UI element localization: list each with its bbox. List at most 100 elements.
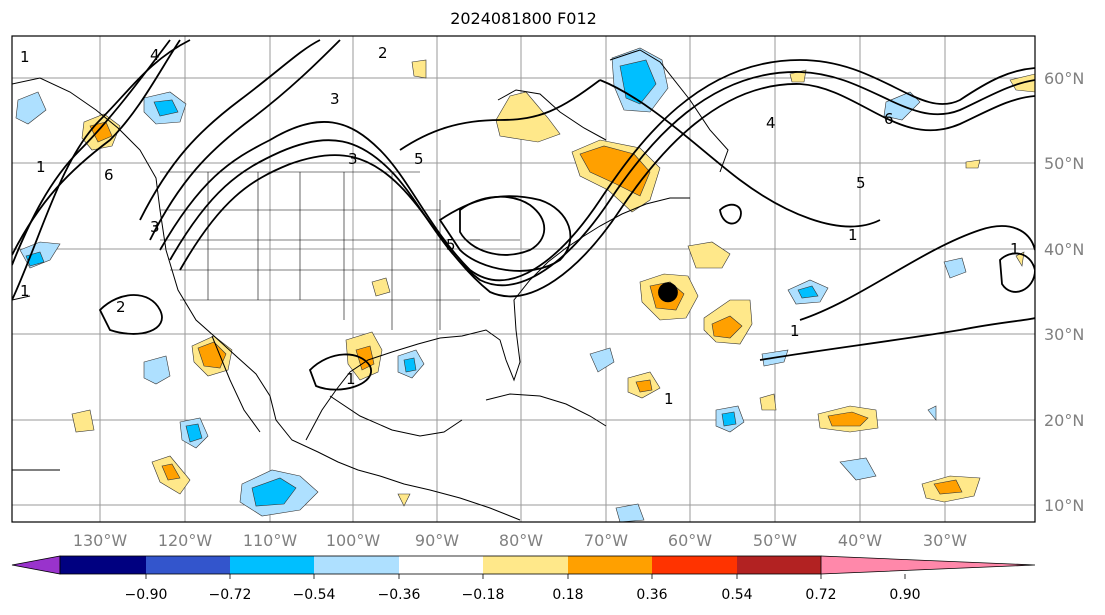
colorbar-bin — [146, 556, 230, 574]
positive-anomaly — [411, 59, 427, 79]
map-title: 2024081800 F012 — [450, 9, 597, 28]
latitude-label: 50°N — [1044, 154, 1084, 173]
colorbar-bin — [230, 556, 314, 574]
latitude-label: 60°N — [1044, 69, 1084, 88]
colorbar-extend-low — [11, 555, 61, 575]
contour-label: 1 — [20, 282, 30, 300]
coastlines — [12, 49, 729, 521]
contour-label: 3 — [330, 90, 340, 108]
contour-labels: 1 1 1 1 1 1 1 1 2 2 3 3 3 4 4 5 5 5 6 6 — [20, 44, 1020, 408]
contour-label: 4 — [766, 114, 776, 132]
contour-line — [759, 317, 1035, 361]
positive-anomaly — [71, 409, 95, 433]
colorbar-tick: 0.36 — [636, 587, 667, 603]
contour-label: 3 — [348, 150, 358, 168]
longitude-label: 50°W — [753, 531, 797, 550]
contour-label: 1 — [790, 322, 800, 340]
negative-anomaly — [615, 503, 645, 522]
contour-label: 1 — [1010, 240, 1020, 258]
positive-anomaly — [965, 159, 981, 169]
longitude-label: 70°W — [584, 531, 628, 550]
contour-line — [12, 39, 191, 301]
contour-line — [999, 252, 1035, 293]
contour-line — [799, 225, 1035, 321]
contour-label: 5 — [446, 236, 456, 254]
contour-label: 1 — [664, 390, 674, 408]
colorbar-tick: 0.72 — [805, 587, 836, 603]
colorbar-tick: −0.18 — [462, 587, 505, 603]
positive-anomaly — [397, 493, 411, 507]
longitude-label: 60°W — [668, 531, 712, 550]
contour-label: 6 — [884, 110, 894, 128]
longitude-label: 120°W — [158, 531, 213, 550]
contour-line — [149, 39, 341, 241]
positive-anomaly — [579, 145, 651, 197]
colorbar-bin — [314, 556, 399, 574]
colorbar-bin — [568, 556, 652, 574]
contour-label: 1 — [848, 226, 858, 244]
latitude-label: 30°N — [1044, 325, 1084, 344]
political-boundaries — [160, 171, 520, 330]
contour-line — [159, 59, 1035, 282]
colorbar-tick: −0.72 — [209, 587, 252, 603]
contour-line — [139, 39, 321, 221]
positive-anomaly — [711, 315, 743, 339]
contour-label: 3 — [150, 218, 160, 236]
colorbar: −0.90 −0.72 −0.54 −0.36 −0.18 0.18 0.36 … — [11, 555, 1036, 603]
positive-anomaly — [933, 479, 963, 495]
negative-anomaly — [153, 99, 179, 117]
colorbar-tick: 0.18 — [552, 587, 583, 603]
negative-anomaly — [839, 457, 877, 481]
colorbar-bin — [483, 556, 568, 574]
contour-line — [12, 39, 181, 256]
longitude-label: 130°W — [73, 531, 128, 550]
positive-anomaly — [371, 277, 391, 297]
negative-anomaly — [943, 257, 967, 279]
positive-anomaly — [687, 241, 731, 269]
contour-label: 2 — [116, 298, 126, 316]
contour-label: 1 — [20, 48, 30, 66]
longitude-axis: 130°W 120°W 110°W 100°W 90°W 80°W 70°W 6… — [73, 531, 967, 550]
latitude-label: 40°N — [1044, 240, 1084, 259]
colorbar-tick: −0.90 — [125, 587, 168, 603]
longitude-label: 40°W — [838, 531, 882, 550]
colorbar-bin — [737, 556, 821, 574]
negative-anomaly — [403, 357, 417, 373]
negative-anomaly — [797, 285, 819, 299]
negative-anomaly — [185, 423, 203, 443]
contour-label: 6 — [104, 166, 114, 184]
negative-anomaly — [927, 405, 937, 421]
negative-anomaly — [143, 355, 171, 385]
contour-label: 4 — [150, 46, 160, 64]
contour-label: 5 — [414, 150, 424, 168]
colorbar-bin — [652, 556, 737, 574]
colorbar-tick: −0.36 — [378, 587, 421, 603]
negative-anomaly — [251, 477, 297, 507]
colorbar-tick: 0.90 — [889, 587, 920, 603]
latitude-axis: 60°N 50°N 40°N 30°N 20°N 10°N — [1044, 69, 1084, 515]
colorbar-extend-high — [821, 556, 1035, 574]
positive-anomaly — [635, 379, 653, 393]
contour-line — [399, 79, 601, 151]
longitude-label: 100°W — [326, 531, 381, 550]
contour-line — [179, 83, 1035, 298]
positive-anomaly — [161, 463, 181, 481]
positive-anomaly — [197, 341, 227, 369]
longitude-label: 110°W — [243, 531, 298, 550]
contour-line — [98, 294, 163, 335]
positive-anomaly — [759, 393, 777, 411]
longitude-label: 30°W — [923, 531, 967, 550]
longitude-label: 80°W — [499, 531, 543, 550]
contour-line — [459, 195, 546, 256]
contour-label: 1 — [36, 158, 46, 176]
latitude-label: 20°N — [1044, 411, 1084, 430]
contour-line — [12, 39, 171, 266]
colorbar-bin — [60, 556, 146, 574]
negative-anomaly — [721, 411, 737, 427]
latitude-label: 10°N — [1044, 496, 1084, 515]
positive-anomaly — [827, 411, 869, 427]
contour-label: 5 — [856, 174, 866, 192]
contour-line — [719, 203, 742, 225]
storm-center-marker: ● — [657, 276, 680, 306]
